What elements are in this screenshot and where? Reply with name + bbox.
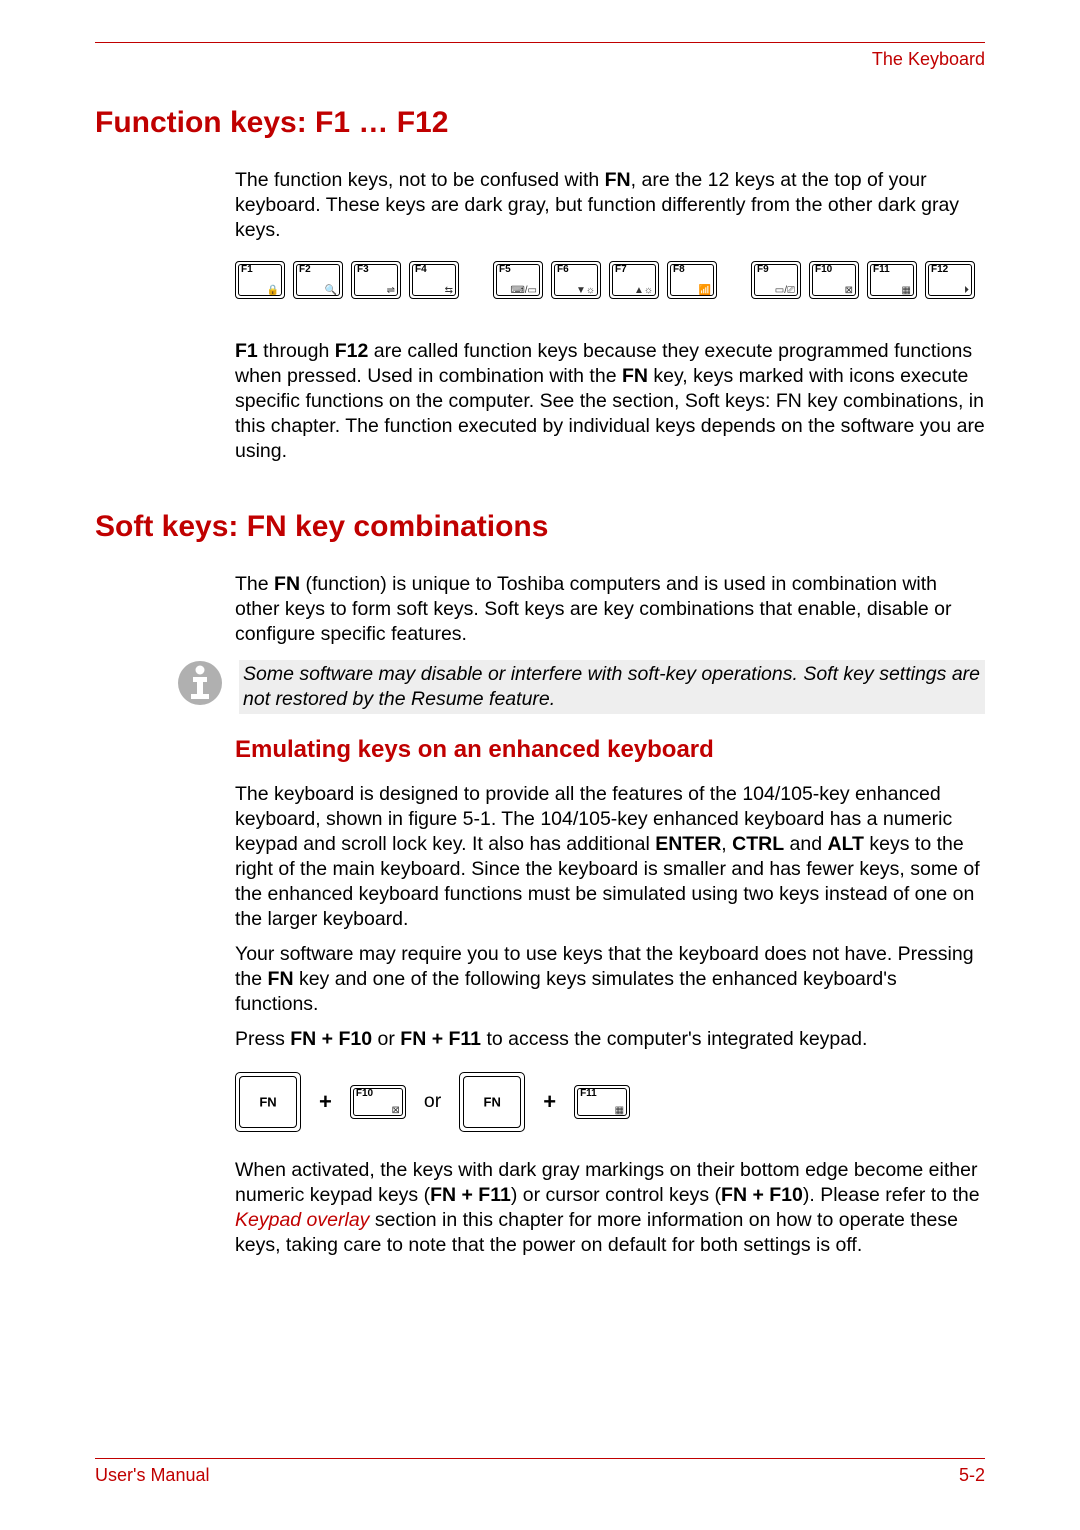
bold-alt: ALT <box>828 833 864 855</box>
bold-ctrl: CTRL <box>732 833 784 855</box>
bold-f12: F12 <box>335 340 369 362</box>
key-label: F4 <box>415 264 427 275</box>
fn-key-icon: FN <box>235 1072 301 1132</box>
key-sub-icon: ▦ <box>902 285 911 296</box>
f10-key-icon: F10 ⊠ <box>350 1085 406 1119</box>
footer-page-number: 5-2 <box>959 1465 985 1486</box>
f11-key-icon: F11 ▦ <box>867 261 917 299</box>
key-sub-icon: 🔍 <box>325 285 337 296</box>
f2-key-icon: F2 🔍 <box>293 261 343 299</box>
key-sub-icon: 📶 <box>699 285 711 296</box>
key-sub-icon: ▼☼ <box>576 285 595 296</box>
text-span: through <box>258 340 335 362</box>
key-sub-icon: ⇆ <box>445 285 453 296</box>
f3-key-icon: F3 ⇌ <box>351 261 401 299</box>
key-sub-icon: ⌨/▭ <box>510 285 537 296</box>
f5-key-icon: F5 ⌨/▭ <box>493 261 543 299</box>
bold-enter: ENTER <box>655 833 721 855</box>
section2-para4: Press FN + F10 or FN + F11 to access the… <box>235 1027 985 1052</box>
section1-para2: F1 through F12 are called function keys … <box>235 339 985 464</box>
key-label: F11 <box>873 264 890 275</box>
bold-fn-f11: FN + F11 <box>430 1184 511 1206</box>
info-icon <box>177 660 223 706</box>
fn-key-label: FN <box>484 1094 501 1109</box>
text-span: , <box>721 833 732 855</box>
f1-key-icon: F1 🔒 <box>235 261 285 299</box>
fn-key-icon: FN <box>459 1072 525 1132</box>
section2-para3: Your software may require you to use key… <box>235 942 985 1017</box>
header-chapter: The Keyboard <box>95 49 985 70</box>
bold-f1: F1 <box>235 340 258 362</box>
section2-para5: When activated, the keys with dark gray … <box>235 1158 985 1258</box>
f4-key-icon: F4 ⇆ <box>409 261 459 299</box>
or-text: or <box>424 1090 441 1113</box>
text-span: Press <box>235 1028 290 1050</box>
footer-rule <box>95 1458 985 1459</box>
note-text: Some software may disable or interfere w… <box>239 660 985 714</box>
key-label: F11 <box>580 1088 597 1099</box>
key-sub-icon: ⇌ <box>387 285 395 296</box>
plus-icon: + <box>543 1089 556 1115</box>
key-label: F10 <box>815 264 832 275</box>
bold-fn: FN <box>268 968 294 990</box>
text-span: ). Please refer to the <box>803 1184 980 1206</box>
bold-fn: FN <box>605 169 631 191</box>
f6-key-icon: F6 ▼☼ <box>551 261 601 299</box>
key-sub-icon: ▭/⎚ <box>775 285 795 296</box>
section2-para1: The FN (function) is unique to Toshiba c… <box>235 572 985 647</box>
key-label: F1 <box>241 264 253 275</box>
section2-title: Soft keys: FN key combinations <box>95 510 985 544</box>
text-span: key and one of the following keys simula… <box>235 968 897 1015</box>
bold-fn: FN <box>622 365 648 387</box>
key-combo-diagram: FN + F10 ⊠ or FN + F11 ▦ <box>235 1072 985 1132</box>
f8-key-icon: F8 📶 <box>667 261 717 299</box>
subsection-title: Emulating keys on an enhanced keyboard <box>235 736 985 764</box>
key-label: F9 <box>757 264 769 275</box>
f7-key-icon: F7 ▲☼ <box>609 261 659 299</box>
plus-icon: + <box>319 1089 332 1115</box>
f10-key-icon: F10 ⊠ <box>809 261 859 299</box>
text-span: (function) is unique to Toshiba computer… <box>235 573 951 645</box>
f11-key-icon: F11 ▦ <box>574 1085 630 1119</box>
info-note: Some software may disable or interfere w… <box>95 660 985 714</box>
text-span: The <box>235 573 274 595</box>
bold-fn: FN <box>274 573 300 595</box>
header-rule <box>95 42 985 43</box>
key-label: F10 <box>356 1088 373 1099</box>
bold-fn-f11: FN + F11 <box>400 1028 481 1050</box>
section1-title: Function keys: F1 … F12 <box>95 106 985 140</box>
keypad-overlay-link[interactable]: Keypad overlay <box>235 1209 369 1231</box>
section2-para2: The keyboard is designed to provide all … <box>235 782 985 932</box>
key-label: F6 <box>557 264 569 275</box>
text-span: The function keys, not to be confused wi… <box>235 169 605 191</box>
bold-fn-f10: FN + F10 <box>290 1028 372 1050</box>
f12-key-icon: F12 ⏵ <box>925 261 975 299</box>
text-span: to access the computer's integrated keyp… <box>481 1028 867 1050</box>
key-label: F3 <box>357 264 369 275</box>
bold-fn-f10: FN + F10 <box>721 1184 803 1206</box>
key-label: F12 <box>931 264 948 275</box>
key-sub-icon: 🔒 <box>267 285 279 296</box>
key-sub-icon: ▦ <box>615 1105 624 1116</box>
function-keys-diagram: F1 🔒 F2 🔍 F3 ⇌ F4 ⇆ F5 ⌨/▭ F6 ▼☼ F7 ▲☼ F8 📶 F9 ▭/⎚ F10 ⊠ F11… <box>235 261 985 299</box>
key-label: F2 <box>299 264 311 275</box>
key-label: F7 <box>615 264 627 275</box>
text-span: and <box>784 833 827 855</box>
f9-key-icon: F9 ▭/⎚ <box>751 261 801 299</box>
text-span: or <box>372 1028 400 1050</box>
page-footer: User's Manual 5-2 <box>95 1458 985 1486</box>
key-sub-icon: ⊠ <box>845 285 853 296</box>
footer-left: User's Manual <box>95 1465 209 1486</box>
key-label: F5 <box>499 264 511 275</box>
text-span: ) or cursor control keys ( <box>511 1184 721 1206</box>
key-sub-icon: ⊠ <box>391 1105 399 1116</box>
section1-para1: The function keys, not to be confused wi… <box>235 168 985 243</box>
key-label: F8 <box>673 264 685 275</box>
key-sub-icon: ⏵ <box>964 285 969 296</box>
key-sub-icon: ▲☼ <box>634 285 653 296</box>
fn-key-label: FN <box>259 1094 276 1109</box>
